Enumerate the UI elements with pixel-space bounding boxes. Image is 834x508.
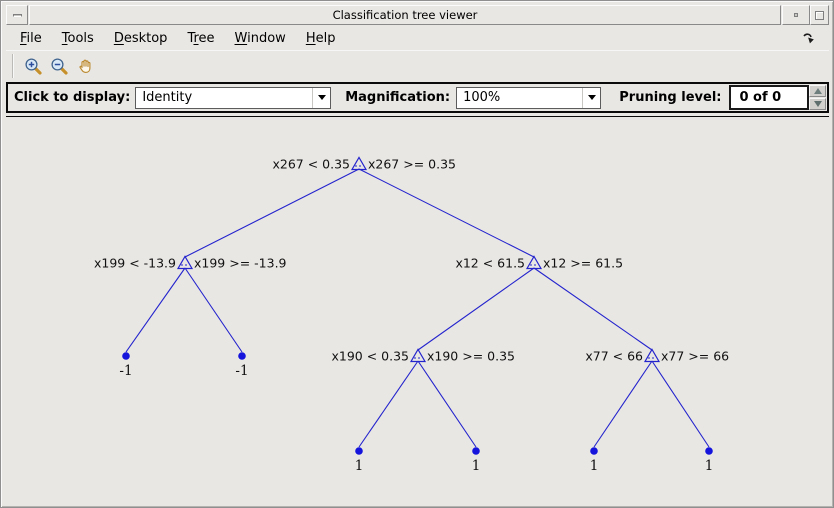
chevron-down-icon	[582, 87, 600, 108]
toolbar-separator	[12, 54, 14, 78]
panel-divider	[6, 116, 829, 117]
minimize-icon	[794, 13, 798, 17]
leaf-class-label: 1	[590, 458, 599, 474]
tree-edge	[533, 267, 653, 351]
split-rule-left: x77 < 66	[585, 349, 643, 364]
control-panel: Click to display: Identity Magnification…	[6, 82, 829, 113]
tree-edge	[358, 360, 419, 448]
split-node[interactable]	[409, 348, 427, 363]
pan-hand-icon	[79, 59, 90, 73]
dock-arrow-icon[interactable]	[802, 32, 815, 45]
zoom-out-button[interactable]	[46, 53, 72, 79]
arrow-up-icon	[813, 88, 822, 94]
menu-window[interactable]: Window	[234, 30, 286, 46]
pruning-label: Pruning level:	[619, 90, 722, 105]
pruning-level-field: 0 of 0	[729, 85, 810, 110]
pan-button[interactable]	[72, 53, 98, 79]
leaf-node[interactable]	[355, 447, 363, 455]
split-rule-left: x190 < 0.35	[331, 349, 409, 364]
split-rule-right: x77 >= 66	[661, 349, 729, 364]
window-menu-icon	[12, 13, 22, 17]
split-rule-left: x267 < 0.35	[272, 157, 350, 172]
menu-file[interactable]: File	[20, 30, 42, 46]
magnification-dropdown[interactable]: 100%	[456, 86, 602, 109]
tree-edge	[125, 267, 186, 353]
menu-tree[interactable]: Tree	[187, 30, 215, 46]
pruning-down-button[interactable]	[809, 98, 826, 110]
display-label: Click to display:	[14, 90, 131, 105]
menu-desktop[interactable]: Desktop	[113, 30, 168, 46]
leaf-class-label: 1	[355, 458, 364, 474]
zoom-in-button[interactable]	[20, 53, 46, 79]
menu-tools[interactable]: Tools	[61, 30, 94, 46]
zoom-in-icon	[24, 57, 42, 75]
window-title: Classification tree viewer	[29, 5, 781, 25]
split-rule-left: x199 < -13.9	[94, 256, 176, 271]
split-node[interactable]	[176, 255, 194, 270]
leaf-node[interactable]	[590, 447, 598, 455]
display-dropdown[interactable]: Identity	[135, 86, 332, 109]
leaf-class-label: 1	[705, 458, 714, 474]
leaf-node[interactable]	[238, 352, 246, 360]
toolbar	[6, 50, 829, 81]
tree-edge	[358, 168, 535, 258]
split-rule-right: x12 >= 61.5	[543, 256, 623, 271]
leaf-class-label: -1	[119, 363, 132, 379]
magnification-label: Magnification:	[345, 90, 451, 105]
pruning-spinner	[809, 85, 826, 110]
pruning-up-button[interactable]	[809, 85, 826, 97]
arrow-down-icon	[813, 101, 822, 107]
split-rule-right: x199 >= -13.9	[194, 256, 287, 271]
split-rule-left: x12 < 61.5	[455, 256, 525, 271]
titlebar: Classification tree viewer	[6, 5, 829, 25]
minimize-button[interactable]	[782, 5, 810, 25]
window-menu-button[interactable]	[6, 5, 28, 25]
maximize-button[interactable]	[810, 5, 829, 25]
split-node[interactable]	[643, 348, 661, 363]
split-node[interactable]	[525, 255, 543, 270]
split-node[interactable]	[350, 156, 368, 171]
tree-edge	[417, 267, 535, 351]
split-rule-right: x190 >= 0.35	[427, 349, 515, 364]
magnification-dropdown-value: 100%	[463, 90, 501, 105]
tree-edge	[184, 168, 360, 258]
leaf-class-label: 1	[472, 458, 481, 474]
leaf-node[interactable]	[705, 447, 713, 455]
tree-edge	[184, 267, 243, 353]
leaf-node[interactable]	[122, 352, 130, 360]
display-dropdown-value: Identity	[142, 90, 193, 105]
leaf-node[interactable]	[472, 447, 480, 455]
maximize-icon	[815, 10, 824, 20]
split-rule-right: x267 >= 0.35	[368, 157, 456, 172]
tree-edge	[593, 360, 653, 448]
chevron-down-icon	[312, 87, 330, 108]
tree-edge	[417, 360, 477, 448]
menubar: File Tools Desktop Tree Window Help	[6, 26, 829, 50]
menu-help[interactable]: Help	[305, 30, 336, 46]
pruning-level-value: 0 of 0	[739, 90, 782, 105]
zoom-out-icon	[50, 57, 68, 75]
leaf-class-label: -1	[235, 363, 248, 379]
tree-edge	[651, 360, 710, 448]
